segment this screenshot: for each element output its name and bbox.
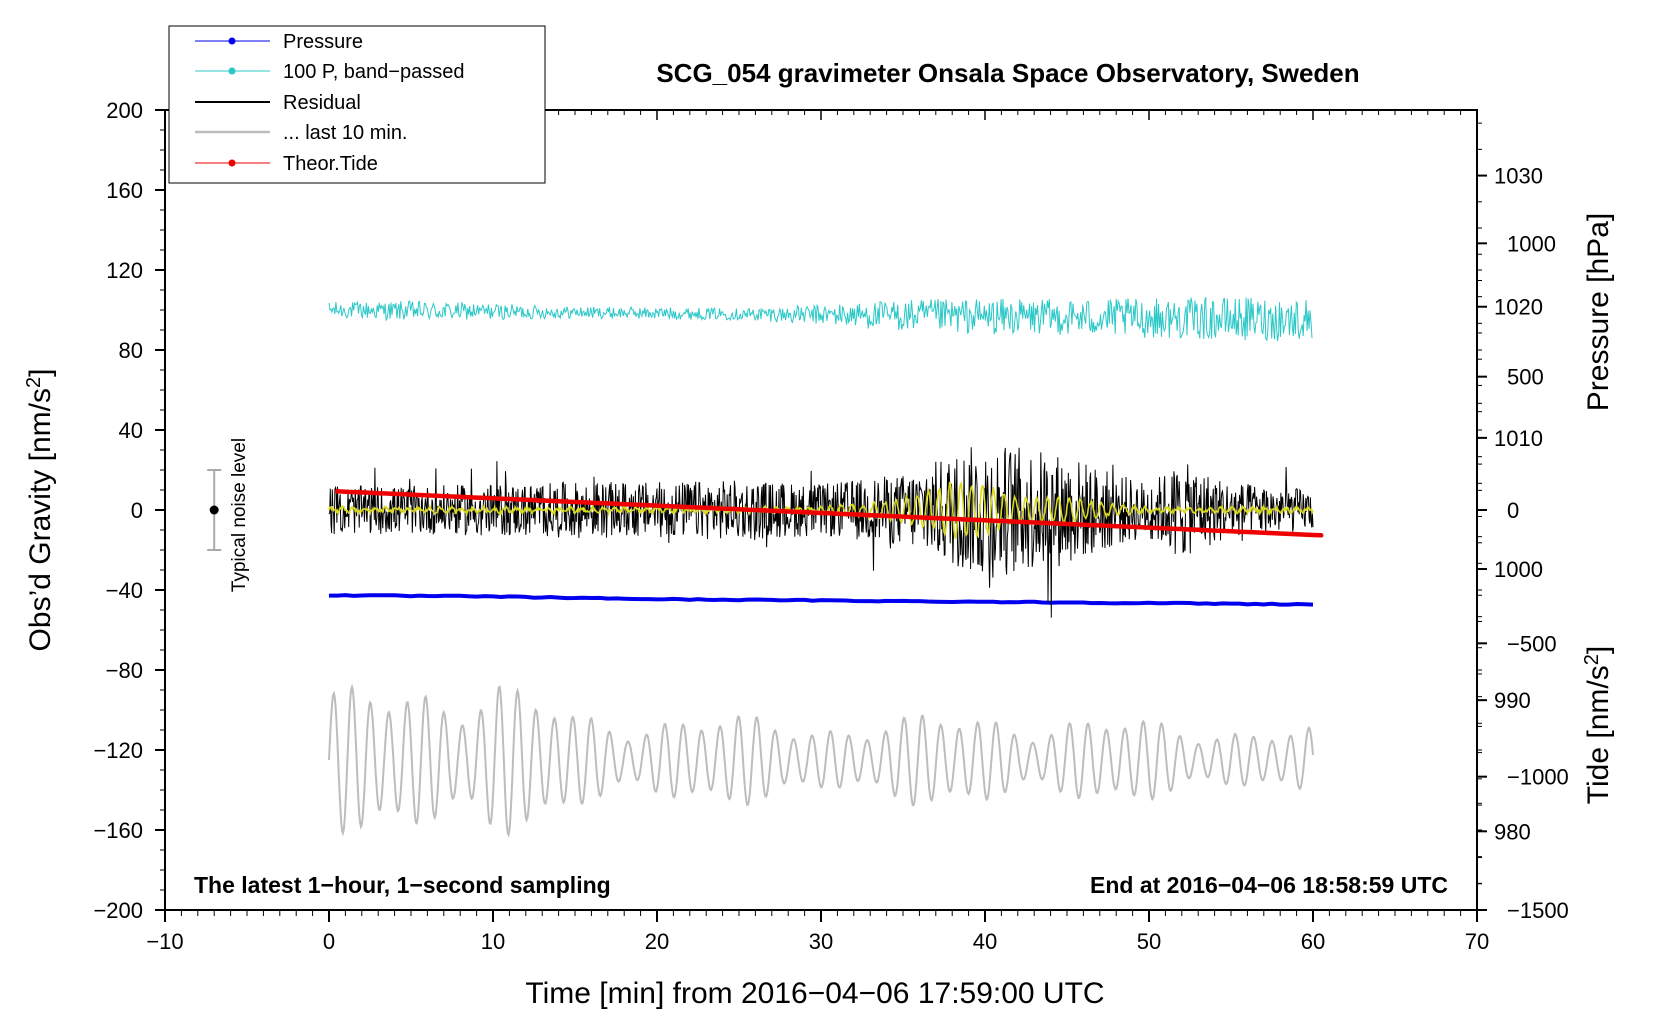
legend-label-bandpassed: 100 P, band−passed bbox=[283, 61, 464, 83]
series-residual-filtered-line bbox=[328, 480, 1314, 539]
series-last10-line bbox=[328, 683, 1314, 838]
tide-axis-title-close: ] bbox=[1582, 646, 1615, 654]
legend-label-tide: Theor.Tide bbox=[283, 153, 378, 175]
x-tick-label: 20 bbox=[645, 929, 669, 954]
y-tick-label: 200 bbox=[106, 98, 143, 123]
legend-label-last10: ... last 10 min. bbox=[283, 122, 408, 144]
tide-tick-label: 1000 bbox=[1507, 231, 1556, 256]
tide-tick-label: 500 bbox=[1507, 365, 1544, 390]
x-tick-label: 0 bbox=[323, 929, 335, 954]
legend-label-residual: Residual bbox=[283, 92, 361, 114]
left-note: The latest 1−hour, 1−second sampling bbox=[194, 872, 611, 898]
y-tick-label: −160 bbox=[93, 818, 143, 843]
x-tick-label: −10 bbox=[146, 929, 183, 954]
x-tick-label: 70 bbox=[1465, 929, 1489, 954]
y-axis-title-close: ] bbox=[24, 369, 57, 377]
x-tick-label: 50 bbox=[1137, 929, 1161, 954]
plot-frame bbox=[164, 109, 1478, 911]
series-pressure-line bbox=[329, 593, 1314, 607]
series-residual-line bbox=[328, 447, 1314, 618]
pressure-tick-label: 1020 bbox=[1494, 295, 1543, 320]
y-tick-label: −120 bbox=[93, 738, 143, 763]
chart-title: SCG_054 gravimeter Onsala Space Observat… bbox=[656, 58, 1359, 88]
y-tick-label: 120 bbox=[106, 258, 143, 283]
pressure-tick-label: 1010 bbox=[1494, 426, 1543, 451]
y-tick-label: 80 bbox=[119, 338, 143, 363]
legend-marker-tide bbox=[228, 159, 236, 167]
series-layer bbox=[207, 297, 1324, 838]
legend-entry-last10: ... last 10 min. bbox=[195, 122, 408, 144]
y-axis-title-main: Obs’d Gravity [nm/s bbox=[24, 388, 57, 651]
tide-axis-title: Tide [nm/s2] bbox=[1581, 646, 1615, 804]
y-axis-title-sup: 2 bbox=[23, 377, 45, 388]
tide-axis-title-sup: 2 bbox=[1581, 654, 1603, 665]
series-tide-line bbox=[334, 489, 1324, 538]
legend-entry-tide: Theor.Tide bbox=[195, 153, 378, 175]
y-tick-label: −80 bbox=[106, 658, 143, 683]
pressure-axis-title: Pressure [hPa] bbox=[1582, 213, 1615, 411]
pressure-tick-label: 1000 bbox=[1494, 557, 1543, 582]
x-tick-label: 40 bbox=[973, 929, 997, 954]
y-tick-label: −40 bbox=[106, 578, 143, 603]
y-tick-label: −200 bbox=[93, 898, 143, 923]
tide-tick-label: −500 bbox=[1507, 631, 1557, 656]
legend: Pressure 100 P, band−passed Residual ...… bbox=[168, 25, 546, 184]
legend-label-pressure: Pressure bbox=[283, 31, 363, 53]
tide-tick-label: 0 bbox=[1507, 498, 1519, 523]
pressure-tick-label: 1030 bbox=[1494, 164, 1543, 189]
tide-tick-label: −1500 bbox=[1507, 898, 1569, 923]
legend-marker-bandpassed bbox=[228, 67, 236, 75]
y-tick-label: 40 bbox=[119, 418, 143, 443]
legend-entry-pressure: Pressure bbox=[195, 31, 363, 53]
legend-box bbox=[168, 25, 546, 184]
series-bandpassed-line bbox=[328, 297, 1313, 342]
legend-entry-bandpassed: 100 P, band−passed bbox=[195, 61, 464, 83]
noise-bar-point bbox=[209, 505, 219, 515]
pressure-tick-label: 990 bbox=[1494, 688, 1531, 713]
pressure-tick-label: 980 bbox=[1494, 819, 1531, 844]
tide-axis-title-main: Tide [nm/s bbox=[1582, 665, 1615, 804]
x-axis-title: Time [min] from 2016−04−06 17:59:00 UTC bbox=[525, 977, 1104, 1010]
tide-tick-label: −1000 bbox=[1507, 765, 1569, 790]
y-tick-label: 160 bbox=[106, 178, 143, 203]
noise-level-label: Typical noise level bbox=[229, 438, 250, 592]
legend-marker-pressure bbox=[228, 37, 236, 45]
x-tick-label: 10 bbox=[481, 929, 505, 954]
x-tick-label: 30 bbox=[809, 929, 833, 954]
legend-entry-residual: Residual bbox=[195, 92, 361, 114]
y-axis-title: Obs’d Gravity [nm/s2] bbox=[23, 369, 57, 652]
x-tick-label: 60 bbox=[1301, 929, 1325, 954]
right-note: End at 2016−04−06 18:58:59 UTC bbox=[1090, 872, 1448, 898]
y-tick-label: 0 bbox=[131, 498, 143, 523]
